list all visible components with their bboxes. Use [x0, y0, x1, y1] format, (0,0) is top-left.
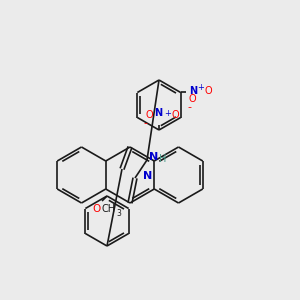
Text: O: O [205, 85, 212, 95]
Text: N: N [149, 152, 158, 162]
Text: +: + [164, 109, 171, 118]
Text: N: N [143, 171, 152, 181]
Text: +: + [198, 83, 205, 92]
Text: O: O [172, 110, 180, 120]
Text: -: - [143, 118, 147, 128]
Text: O: O [189, 94, 196, 104]
Text: N: N [154, 108, 162, 118]
Text: 3: 3 [116, 209, 121, 218]
Text: O: O [145, 110, 153, 120]
Text: O: O [92, 204, 100, 214]
Text: -: - [188, 103, 192, 112]
Text: N: N [189, 85, 197, 95]
Text: CH: CH [102, 204, 116, 214]
Text: H: H [159, 154, 166, 164]
